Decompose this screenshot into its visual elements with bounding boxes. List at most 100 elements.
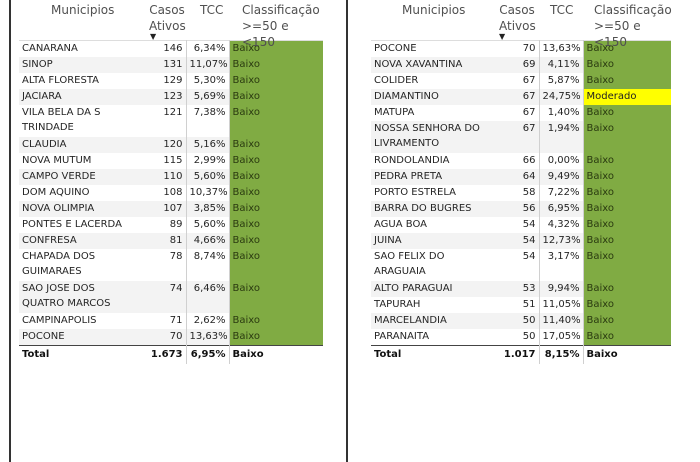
table-row[interactable]: CANARANA 146 6,34% Baixo <box>19 40 323 57</box>
header-class-line1: Classificação <box>242 3 320 17</box>
header-municipios[interactable]: Municipios <box>51 3 115 17</box>
table-row[interactable]: COLIDER 67 5,87% Baixo <box>371 73 671 89</box>
municipio-cell: CAMPINAPOLIS <box>22 315 97 326</box>
municipio-cell: AGUA BOA <box>374 219 427 230</box>
table-row[interactable]: NOSSA SENHORA DO LIVRAMENTO 67 1,94% Baixo <box>371 121 671 153</box>
tcc-cell: 1,40% <box>539 105 584 121</box>
classificacao-cell: Baixo <box>583 121 671 153</box>
casos-cell: 123 <box>141 89 187 105</box>
total-label: Total <box>19 345 141 364</box>
table-row[interactable]: NOVA MUTUM 115 2,99% Baixo <box>19 153 323 169</box>
table-row[interactable]: NOVA XAVANTINA 69 4,11% Baixo <box>371 57 671 73</box>
municipio-cell: RONDOLANDIA <box>374 155 450 166</box>
classificacao-cell: Baixo <box>229 329 323 346</box>
table-row[interactable]: CHAPADA DOS GUIMARAES 78 8,74% Baixo <box>19 249 323 281</box>
table-row[interactable]: ALTA FLORESTA 129 5,30% Baixo <box>19 73 323 89</box>
table-row[interactable]: NOVA OLIMPIA 107 3,85% Baixo <box>19 201 323 217</box>
table-row[interactable]: JUINA 54 12,73% Baixo <box>371 233 671 249</box>
header-municipios[interactable]: Municipios <box>402 3 466 17</box>
table-row[interactable]: SAO JOSE DOS QUATRO MARCOS 74 6,46% Baixo <box>19 281 323 313</box>
municipio-cell: ALTA FLORESTA <box>22 75 100 86</box>
classificacao-cell: Baixo <box>583 40 671 57</box>
table-row[interactable]: TAPURAH 51 11,05% Baixo <box>371 297 671 313</box>
municipio-cell: PARANAITA <box>374 331 430 342</box>
classificacao-cell: Baixo <box>583 217 671 233</box>
tcc-cell: 6,34% <box>186 40 230 57</box>
municipio-cell: ALTO PARAGUAI <box>371 281 495 297</box>
casos-cell: 69 <box>495 57 540 73</box>
classificacao-cell: Baixo <box>229 233 323 249</box>
table-row[interactable]: PONTES E LACERDA 89 5,60% Baixo <box>19 217 323 233</box>
casos-cell: 67 <box>495 73 540 89</box>
table-row[interactable]: CAMPO VERDE 110 5,60% Baixo <box>19 169 323 185</box>
tcc-cell: 24,75% <box>539 89 584 105</box>
table-row[interactable]: RONDOLANDIA 66 0,00% Baixo <box>371 153 671 169</box>
table-row[interactable]: CLAUDIA 120 5,16% Baixo <box>19 137 323 153</box>
table-row[interactable]: ALTO PARAGUAI 53 9,94% Baixo <box>371 281 671 297</box>
classificacao-cell: Baixo <box>229 40 323 57</box>
casos-cell: 66 <box>495 153 540 169</box>
table-row[interactable]: MARCELANDIA 50 11,40% Baixo <box>371 313 671 329</box>
header-classificacao[interactable]: Classificação >=50 e <150 <box>242 2 323 50</box>
tcc-cell: 10,37% <box>186 185 230 201</box>
header-casos-ativos[interactable]: Casos Ativos <box>499 2 536 34</box>
table-row[interactable]: PORTO ESTRELA 58 7,22% Baixo <box>371 185 671 201</box>
municipio-cell: VILA BELA DA S TRINDADE <box>22 107 101 133</box>
municipio-cell: SINOP <box>19 57 141 73</box>
tcc-cell: 6,95% <box>539 201 584 217</box>
table-row[interactable]: AGUA BOA 54 4,32% Baixo <box>371 217 671 233</box>
tcc-cell: 3,85% <box>186 201 230 217</box>
casos-cell: 74 <box>141 281 187 313</box>
casos-cell: 110 <box>141 169 187 185</box>
municipio-cell: CLAUDIA <box>19 137 141 153</box>
sort-desc-icon[interactable]: ▼ <box>499 32 506 41</box>
total-casos: 1.673 <box>141 345 187 364</box>
casos-cell: 67 <box>495 105 540 121</box>
table-row[interactable]: POCONE 70 13,63% Baixo <box>371 40 671 57</box>
right-total-row: Total 1.017 8,15% Baixo <box>371 345 671 364</box>
table-row[interactable]: PEDRA PRETA 64 9,49% Baixo <box>371 169 671 185</box>
casos-cell: 78 <box>141 249 187 281</box>
left-table-header: Municipios Casos Ativos ▼ TCC Classifica… <box>19 0 323 49</box>
sort-desc-icon[interactable]: ▼ <box>150 32 157 41</box>
classificacao-cell: Baixo <box>229 89 323 105</box>
classificacao-cell: Baixo <box>229 169 323 185</box>
table-row[interactable]: DOM AQUINO 108 10,37% Baixo <box>19 185 323 201</box>
table-row[interactable]: JACIARA 123 5,69% Baixo <box>19 89 323 105</box>
tcc-cell: 9,49% <box>539 169 584 185</box>
tcc-cell: 12,73% <box>539 233 584 249</box>
casos-cell: 146 <box>141 40 187 57</box>
table-row[interactable]: SINOP 131 11,07% Baixo <box>19 57 323 73</box>
header-tcc[interactable]: TCC <box>550 3 574 17</box>
casos-cell: 71 <box>141 313 187 329</box>
header-casos-ativos[interactable]: Casos Ativos <box>149 2 186 34</box>
table-row[interactable]: CAMPINAPOLIS 71 2,62% Baixo <box>19 313 323 329</box>
casos-cell: 115 <box>141 153 187 169</box>
right-data-table: POCONE 70 13,63% Baixo NOVA XAVANTINA 69 4,11%… <box>371 40 671 364</box>
classificacao-cell: Baixo <box>583 153 671 169</box>
middle-border-line <box>346 0 348 462</box>
header-class-line2: >=50 e <150 <box>242 19 289 49</box>
classificacao-cell: Baixo <box>229 249 323 281</box>
casos-cell: 67 <box>495 89 540 105</box>
classificacao-cell: Baixo <box>583 57 671 73</box>
table-row[interactable]: DIAMANTINO 67 24,75% Moderado <box>371 89 671 105</box>
table-row[interactable]: PARANAITA 50 17,05% Baixo <box>371 329 671 346</box>
table-row[interactable]: SAO FELIX DO ARAGUAIA 54 3,17% Baixo <box>371 249 671 281</box>
table-row[interactable]: POCONE 70 13,63% Baixo <box>19 329 323 346</box>
table-row[interactable]: MATUPA 67 1,40% Baixo <box>371 105 671 121</box>
header-tcc[interactable]: TCC <box>200 3 224 17</box>
casos-cell: 121 <box>141 105 187 137</box>
table-row[interactable]: BARRA DO BUGRES 56 6,95% Baixo <box>371 201 671 217</box>
header-class-line1: Classificação <box>594 3 672 17</box>
tcc-cell: 2,62% <box>186 313 230 329</box>
header-classificacao[interactable]: Classificação >=50 e <150 <box>594 2 672 50</box>
tcc-cell: 11,05% <box>539 297 584 313</box>
table-row[interactable]: VILA BELA DA S TRINDADE 121 7,38% Baixo <box>19 105 323 137</box>
casos-cell: 56 <box>495 201 540 217</box>
classificacao-cell: Baixo <box>583 297 671 313</box>
table-row[interactable]: CONFRESA 81 4,66% Baixo <box>19 233 323 249</box>
casos-cell: 51 <box>495 297 540 313</box>
tcc-cell: 5,30% <box>186 73 230 89</box>
tcc-cell: 11,07% <box>186 57 230 73</box>
